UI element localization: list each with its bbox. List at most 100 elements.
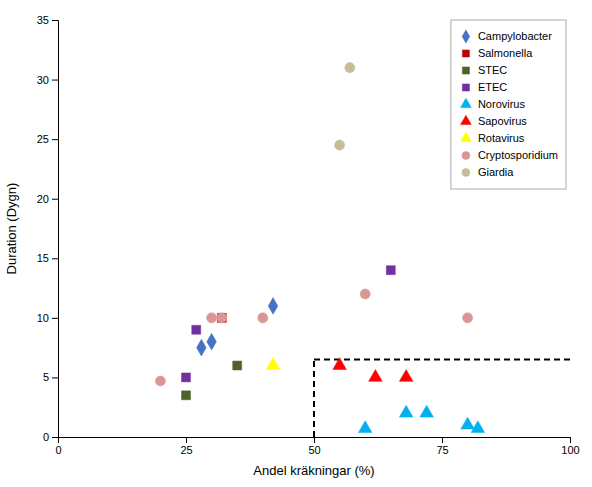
legend-label: Norovirus — [478, 98, 526, 110]
reference-line — [314, 359, 570, 361]
legend-label: Rotavirus — [478, 132, 525, 144]
legend-marker — [462, 67, 469, 74]
point — [471, 421, 485, 433]
tick-mark — [52, 80, 58, 81]
point — [461, 417, 475, 429]
tick-label: 20 — [37, 193, 49, 205]
point — [233, 361, 242, 370]
point — [266, 358, 280, 370]
point — [207, 313, 217, 323]
tick: 20 — [37, 193, 58, 205]
point — [182, 373, 191, 382]
point — [268, 298, 278, 315]
legend-item: Rotavirus — [461, 132, 525, 144]
tick-label: 30 — [37, 74, 49, 86]
tick-mark — [186, 437, 187, 443]
tick: 35 — [37, 14, 58, 26]
y-axis-title: Duration (Dygn) — [4, 183, 19, 275]
legend-item: Giardia — [462, 166, 514, 178]
tick-mark — [52, 20, 58, 21]
point — [197, 339, 207, 356]
tick-mark — [52, 437, 58, 438]
legend-label: Campylobacter — [478, 30, 552, 42]
x-axis-title: Andel kräkningar (%) — [253, 463, 374, 478]
series — [182, 266, 396, 382]
tick-label: 75 — [436, 444, 448, 456]
tick: 25 — [180, 437, 192, 456]
axis-line — [52, 21, 59, 438]
point — [258, 313, 268, 323]
legend-item: Cryptosporidium — [462, 149, 558, 161]
legend-label: ETEC — [478, 81, 507, 93]
point — [335, 140, 345, 150]
legend-marker — [462, 50, 469, 57]
legend-label: Cryptosporidium — [478, 149, 558, 161]
tick-mark — [570, 437, 571, 443]
point — [358, 421, 372, 433]
legend-marker — [461, 115, 472, 124]
point — [155, 376, 165, 386]
legend: Campylobacter Salmonella STEC ETEC Norovirus… — [451, 20, 566, 189]
x-axis: 0 25 50 75 100 — [55, 437, 579, 456]
legend-marker — [461, 132, 472, 141]
point — [360, 289, 370, 299]
series — [217, 313, 226, 322]
tick-label: 25 — [180, 444, 192, 456]
marks — [155, 63, 570, 437]
legend-item: ETEC — [462, 81, 507, 93]
point — [369, 370, 383, 382]
series — [182, 361, 242, 400]
tick-label: 25 — [37, 133, 49, 145]
legend-marker — [462, 169, 470, 177]
point — [217, 313, 226, 322]
legend-label: Salmonella — [478, 47, 533, 59]
point — [192, 325, 201, 334]
tick-label: 5 — [43, 371, 49, 383]
tick: 0 — [55, 437, 61, 456]
legend-item: Sapovirus — [461, 115, 528, 127]
tick-label: 100 — [561, 444, 579, 456]
tick: 75 — [436, 437, 448, 456]
legend-item: Norovirus — [461, 98, 526, 110]
legend-label: Giardia — [478, 166, 514, 178]
tick: 25 — [37, 133, 58, 145]
reference-line — [313, 360, 315, 437]
point — [182, 391, 191, 400]
legend-item: Salmonella — [462, 47, 533, 59]
y-axis: 0 5 10 15 20 25 30 35 — [37, 14, 59, 443]
tick-mark — [52, 377, 58, 378]
point — [333, 358, 347, 370]
tick: 5 — [43, 371, 58, 383]
legend-label: Sapovirus — [478, 115, 527, 127]
tick-mark — [314, 437, 315, 443]
tick-label: 10 — [37, 312, 49, 324]
point — [420, 405, 434, 417]
series — [197, 298, 278, 356]
point — [207, 333, 217, 350]
legend-marker — [462, 30, 470, 43]
tick-mark — [442, 437, 443, 443]
legend-marker — [462, 152, 470, 160]
tick: 50 — [308, 437, 320, 456]
chart: 0 25 50 75 100 0 5 10 15 20 25 30 35 Campylobacter Sal… — [0, 0, 592, 487]
plot: 0 25 50 75 100 0 5 10 15 20 25 30 35 Campylobacter Sal… — [37, 14, 580, 456]
tick-label: 0 — [55, 444, 61, 456]
tick-mark — [52, 139, 58, 140]
point — [386, 266, 395, 275]
series — [335, 63, 355, 151]
legend-marker — [461, 98, 472, 107]
point — [463, 313, 473, 323]
point — [399, 370, 413, 382]
series — [358, 405, 484, 432]
tick: 0 — [43, 431, 58, 443]
legend-item: Campylobacter — [462, 30, 552, 43]
tick: 15 — [37, 252, 58, 264]
point — [399, 405, 413, 417]
tick: 10 — [37, 312, 58, 324]
tick-label: 0 — [43, 431, 49, 443]
tick: 100 — [561, 437, 579, 456]
legend-item: STEC — [462, 64, 507, 76]
point — [217, 313, 227, 323]
series — [266, 358, 280, 370]
series — [333, 358, 413, 382]
